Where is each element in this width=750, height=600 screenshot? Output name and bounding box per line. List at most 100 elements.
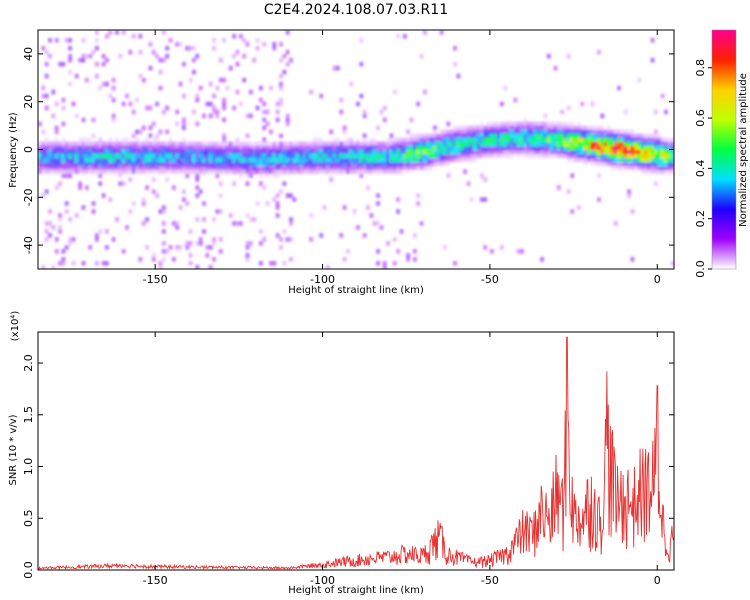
heatmap-cell [218, 181, 223, 186]
heatmap-cell [268, 261, 273, 266]
heatmap-cell [299, 161, 304, 167]
heatmap-cell [356, 161, 360, 167]
heatmap-cell [563, 125, 568, 131]
heatmap-cell [305, 157, 310, 163]
heatmap-cell [560, 125, 565, 131]
heatmap-cell [543, 149, 548, 155]
heatmap-cell [48, 165, 52, 171]
heatmap-cell [128, 209, 133, 214]
heatmap-cell [235, 149, 240, 155]
x-tick-label: 0 [654, 574, 661, 587]
heatmap-cell [603, 137, 608, 143]
heatmap-cell [94, 233, 99, 238]
heatmap-cell [171, 257, 176, 262]
heatmap-cell [141, 169, 146, 174]
heatmap-cell [476, 137, 481, 143]
heatmap-cell [98, 145, 103, 151]
heatmap-cell [422, 30, 427, 35]
heatmap-cell [272, 45, 277, 51]
heatmap-cell [265, 173, 270, 178]
heatmap-cell [248, 241, 253, 246]
heatmap-cell [78, 165, 83, 171]
heatmap-cell [345, 249, 350, 254]
heatmap-cell [352, 141, 357, 147]
heatmap-cell [138, 169, 143, 174]
heatmap-cell [319, 137, 324, 143]
heatmap-cell [603, 141, 608, 147]
heatmap-cell [359, 161, 364, 167]
heatmap-cell [563, 145, 568, 151]
heatmap-cell [125, 169, 129, 174]
heatmap-cell [285, 145, 290, 151]
heatmap-cell [496, 141, 501, 147]
heatmap-cell [181, 169, 186, 174]
heatmap-cell [185, 201, 190, 206]
heatmap-cell [151, 165, 156, 171]
heatmap-cell [597, 153, 601, 159]
heatmap-cell [78, 161, 83, 167]
heatmap-cell [640, 149, 645, 155]
heatmap-cell [600, 129, 605, 135]
heatmap-cell [275, 145, 280, 151]
heatmap-cell [44, 105, 49, 111]
heatmap-cell [215, 173, 220, 178]
heatmap-cell [576, 153, 581, 159]
heatmap-cell [633, 133, 638, 139]
heatmap-cell [479, 173, 484, 178]
heatmap-cell [38, 145, 42, 151]
heatmap-cell [499, 137, 504, 143]
heatmap-cell [556, 121, 561, 127]
heatmap-cell [292, 161, 297, 167]
heatmap-cell [546, 153, 551, 159]
heatmap-cell [138, 141, 143, 147]
heatmap-cell [633, 165, 638, 171]
heatmap-cell [590, 137, 595, 143]
heatmap-cell [325, 149, 330, 155]
heatmap-cell [617, 165, 622, 171]
heatmap-cell [620, 145, 625, 151]
heatmap-cell [566, 189, 571, 194]
heatmap-cell [68, 173, 73, 178]
heatmap-cell [402, 141, 407, 147]
heatmap-cell [617, 85, 622, 91]
heatmap-cell [138, 33, 143, 39]
heatmap-cell [242, 53, 247, 59]
heatmap-cell [345, 161, 350, 167]
heatmap-cell [305, 153, 310, 159]
heatmap-cell [570, 153, 575, 159]
heatmap-cell [98, 85, 103, 91]
heatmap-cell [396, 145, 401, 151]
heatmap-cell [64, 169, 69, 174]
heatmap-cell [114, 153, 119, 159]
heatmap-cell [312, 157, 317, 163]
heatmap-cell [576, 129, 581, 135]
heatmap-cell [84, 169, 89, 174]
heatmap-cell [71, 157, 76, 163]
heatmap-cell [68, 153, 73, 159]
heatmap-cell [248, 89, 253, 95]
heatmap-cell [198, 145, 203, 151]
heatmap-cell [630, 149, 635, 155]
heatmap-cell [315, 145, 320, 151]
heatmap-cell [650, 157, 655, 163]
heatmap-cell [356, 225, 360, 230]
heatmap-cell [68, 217, 73, 222]
heatmap-cell [222, 153, 227, 159]
heatmap-cell [245, 241, 250, 246]
heatmap-cell [530, 133, 535, 139]
heatmap-cell [54, 157, 59, 163]
heatmap-cell [466, 137, 471, 143]
heatmap-cell [345, 153, 350, 159]
heatmap-cell [366, 185, 370, 190]
heatmap-cell [533, 141, 538, 147]
heatmap-cell [282, 165, 287, 171]
heatmap-cell [432, 145, 437, 151]
heatmap-cell [64, 157, 69, 163]
heatmap-cell [88, 245, 93, 250]
heatmap-cell [573, 153, 578, 159]
heatmap-cell [436, 157, 441, 163]
heatmap-cell [409, 149, 414, 155]
heatmap-cell [530, 145, 535, 151]
heatmap-cell [252, 161, 257, 167]
heatmap-cell [573, 157, 578, 163]
